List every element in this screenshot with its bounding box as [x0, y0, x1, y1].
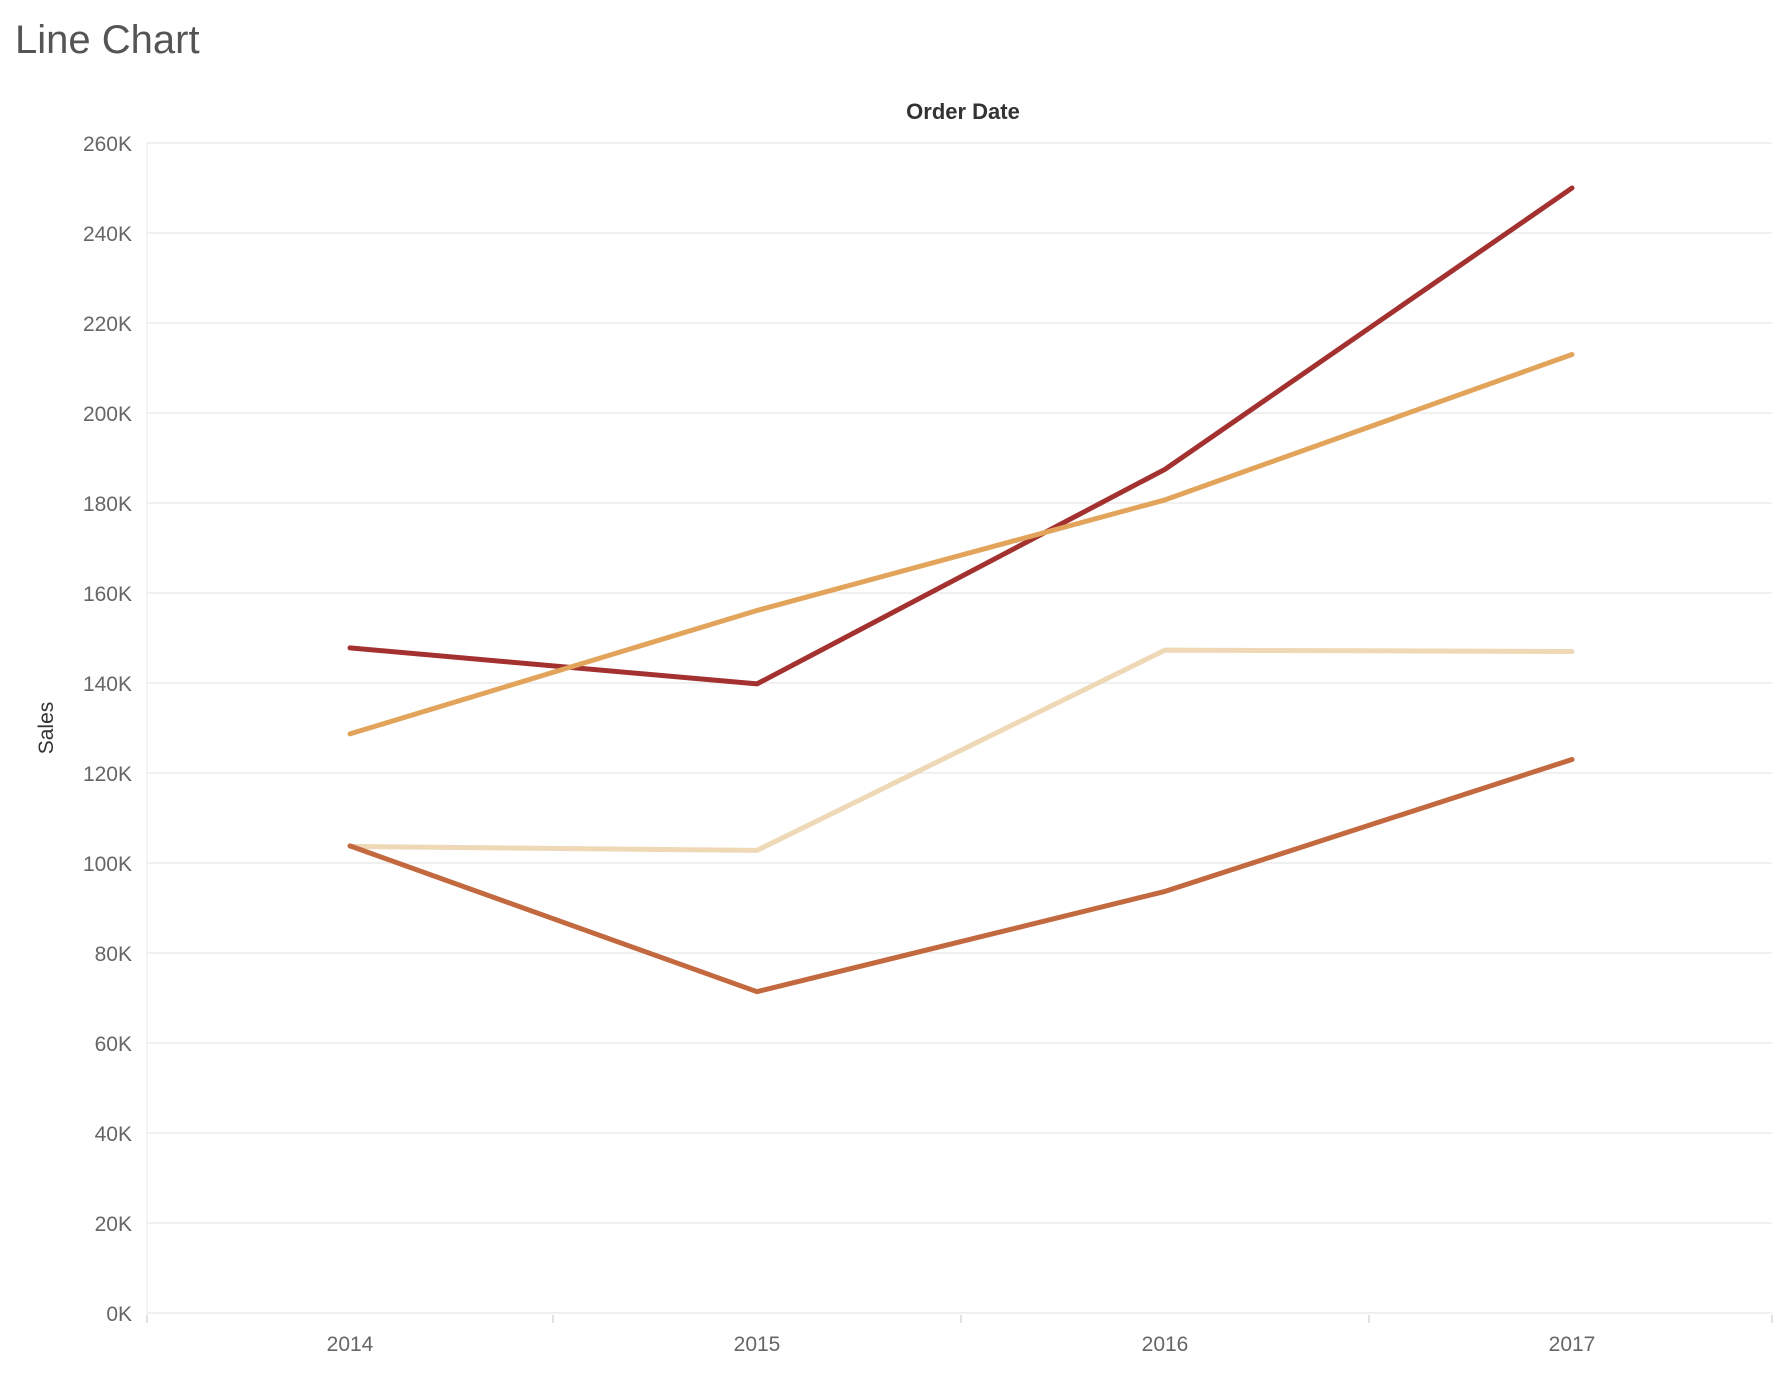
y-tick-label: 100K [83, 853, 132, 876]
axes [146, 143, 1773, 1323]
y-tick-label: 260K [83, 133, 132, 156]
series-line[interactable] [347, 185, 1575, 687]
series-lines [347, 185, 1575, 995]
y-tick-label: 240K [83, 223, 132, 246]
y-tick-label: 0K [106, 1303, 132, 1326]
series-line[interactable] [347, 352, 1575, 737]
y-tick-label: 40K [95, 1123, 132, 1146]
y-tick-label: 60K [95, 1033, 132, 1056]
x-tick-label: 2017 [1549, 1333, 1596, 1356]
series-line[interactable] [347, 757, 1575, 995]
y-tick-label: 180K [83, 493, 132, 516]
y-tick-label: 20K [95, 1213, 132, 1236]
chart-title: Line Chart [15, 18, 200, 62]
x-axis-title: Order Date [906, 99, 1020, 124]
y-tick-label: 160K [83, 583, 132, 606]
series-line[interactable] [347, 647, 1575, 853]
y-tick-label: 220K [83, 313, 132, 336]
gridlines [147, 142, 1772, 1314]
y-tick-label: 80K [95, 943, 132, 966]
x-tick-label: 2016 [1142, 1333, 1189, 1356]
y-tick-label: 120K [83, 763, 132, 786]
tick-labels: 0K 20K 40K 60K 80K 100K 120K 140K 160K 180K 200K 22… [83, 133, 1595, 1356]
y-tick-label: 140K [83, 673, 132, 696]
y-tick-label: 200K [83, 403, 132, 426]
y-axis-title: Sales [35, 702, 58, 755]
x-tick-label: 2015 [734, 1333, 781, 1356]
x-tick-label: 2014 [327, 1333, 374, 1356]
